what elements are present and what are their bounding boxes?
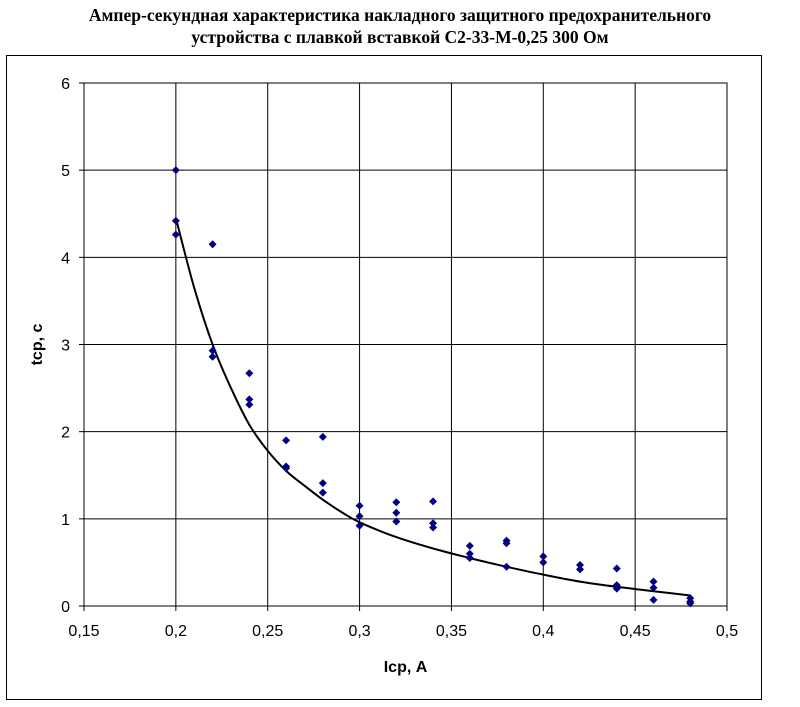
data-point	[612, 584, 621, 593]
y-tick-label: 6	[61, 76, 70, 93]
y-tick-label: 0	[61, 599, 70, 616]
data-point	[171, 216, 180, 225]
data-point	[392, 508, 401, 517]
x-tick-label: 0,45	[620, 623, 651, 640]
y-axis-title: tср, с	[29, 324, 46, 366]
x-tick-label: 0,2	[165, 623, 187, 640]
data-point	[649, 577, 658, 586]
data-point	[318, 488, 327, 497]
data-point	[539, 558, 548, 567]
data-point	[208, 352, 217, 361]
x-tick-label: 0,25	[252, 623, 283, 640]
x-tick-label: 0,3	[348, 623, 370, 640]
data-point	[429, 497, 438, 506]
x-tick-label: 0,5	[716, 623, 738, 640]
chart-title: Ампер-секундная характеристика накладног…	[0, 4, 800, 48]
data-point	[245, 369, 254, 378]
data-point	[612, 564, 621, 573]
data-point	[649, 583, 658, 592]
data-point	[355, 512, 364, 521]
data-point	[465, 554, 474, 563]
y-tick-label: 5	[61, 163, 70, 180]
data-point	[208, 346, 217, 355]
data-point	[392, 517, 401, 526]
data-point	[318, 432, 327, 441]
data-point	[686, 599, 695, 608]
data-point	[576, 561, 585, 570]
data-point	[429, 523, 438, 532]
data-point	[649, 595, 658, 604]
x-axis-title: Iср, А	[384, 659, 428, 676]
x-tick-label: 0,4	[532, 623, 554, 640]
data-point	[245, 395, 254, 404]
y-tick-label: 4	[61, 250, 70, 267]
data-point	[282, 464, 291, 473]
chart-title-line-1: Ампер-секундная характеристика накладног…	[88, 5, 712, 25]
data-point	[392, 498, 401, 507]
trend-curve	[174, 217, 691, 597]
y-tick-label: 1	[61, 512, 70, 529]
x-tick-label: 0,15	[68, 623, 99, 640]
y-tick-label: 3	[61, 338, 70, 355]
data-point	[282, 436, 291, 445]
data-point	[318, 479, 327, 488]
data-point	[502, 539, 511, 548]
data-point	[576, 565, 585, 574]
data-point	[465, 549, 474, 558]
data-point	[171, 230, 180, 239]
data-point	[355, 501, 364, 510]
data-point	[245, 400, 254, 409]
data-point	[539, 552, 548, 561]
data-point	[502, 562, 511, 571]
data-point	[208, 240, 217, 249]
chart-title-line-2: устройства с плавкой вставкой С2-33-М-0,…	[191, 27, 609, 47]
y-tick-label: 2	[61, 425, 70, 442]
data-point	[465, 541, 474, 550]
chart-frame	[6, 55, 762, 700]
data-point	[355, 521, 364, 530]
data-point	[171, 166, 180, 175]
data-point	[429, 519, 438, 528]
x-tick-label: 0,35	[436, 623, 467, 640]
